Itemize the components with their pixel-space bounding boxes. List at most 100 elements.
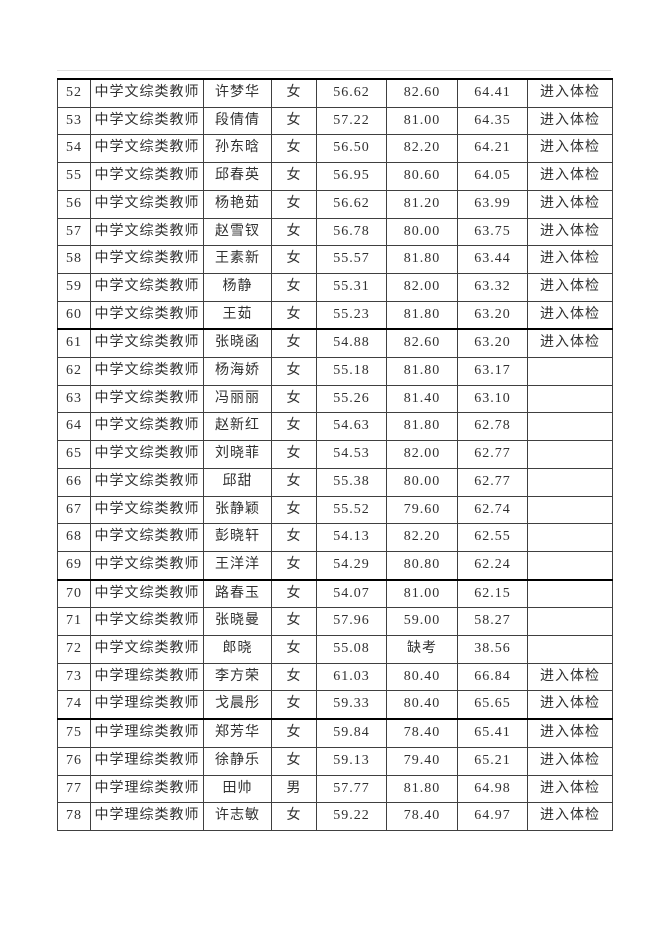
cell-remark: 进入体检 (527, 746, 613, 776)
table-row: 73 中学理综类教师 李方荣女 61.03 80.40 66.84 进入体检 (57, 662, 613, 692)
cell-gender: 女 (271, 440, 317, 469)
cell-gender: 女 (271, 300, 317, 331)
cell-score2: 82.00 (386, 440, 458, 469)
cell-no: 75 (57, 718, 91, 748)
cell-remark: 进入体检 (527, 662, 613, 692)
cell-gender: 女 (271, 384, 317, 414)
cell-name: 李方荣 (203, 662, 272, 692)
cell-no: 71 (57, 607, 91, 637)
table-row: 59 中学文综类教师 杨静女 55.31 82.00 63.32 进入体检 (57, 272, 613, 302)
cell-score2: 81.00 (386, 579, 458, 609)
cell-name: 张晓函 (203, 328, 272, 359)
cell-score3: 64.05 (457, 162, 528, 191)
cell-category: 中学文综类教师 (90, 467, 204, 497)
cell-score2: 79.40 (386, 746, 458, 776)
cell-remark: 进入体检 (527, 718, 613, 748)
cell-name: 彭晓轩 (203, 523, 272, 552)
table-row: 58 中学文综类教师 王素新女 55.57 81.80 63.44 进入体检 (57, 245, 613, 274)
cell-category: 中学文综类教师 (90, 162, 204, 191)
cell-remark: 进入体检 (527, 272, 613, 302)
cell-remark (527, 550, 613, 581)
cell-score3: 63.75 (457, 217, 528, 247)
cell-no: 76 (57, 746, 91, 776)
cell-category: 中学文综类教师 (90, 300, 204, 331)
cell-no: 52 (57, 77, 91, 108)
cell-score1: 55.23 (316, 300, 387, 331)
cell-no: 72 (57, 635, 91, 664)
cell-category: 中学文综类教师 (90, 328, 204, 359)
cell-name: 路春玉 (203, 579, 272, 609)
cell-score2: 78.40 (386, 802, 458, 831)
cell-score3: 62.24 (457, 550, 528, 581)
cell-score2: 80.40 (386, 662, 458, 692)
cell-remark: 进入体检 (527, 774, 613, 804)
cell-category: 中学文综类教师 (90, 550, 204, 581)
cell-gender: 女 (271, 134, 317, 164)
table-row: 52 中学文综类教师 许梦华女 56.62 82.60 64.41 进入体检 (57, 77, 613, 108)
cell-category: 中学理综类教师 (90, 802, 204, 831)
cell-name: 郑芳华 (203, 718, 272, 748)
cell-remark: 进入体检 (527, 189, 613, 219)
cell-category: 中学文综类教师 (90, 384, 204, 414)
cell-score1: 54.63 (316, 412, 387, 442)
table-row: 60 中学文综类教师 王茹女 55.23 81.80 63.20 进入体检 (57, 300, 613, 331)
cell-gender: 女 (271, 77, 317, 108)
table-row: 66 中学文综类教师 邱甜女 55.38 80.00 62.77 (57, 467, 613, 497)
cell-score3: 63.20 (457, 328, 528, 359)
cell-no: 66 (57, 467, 91, 497)
cell-score1: 54.07 (316, 579, 387, 609)
cell-category: 中学理综类教师 (90, 718, 204, 748)
table-row: 68 中学文综类教师 彭晓轩女 54.13 82.20 62.55 (57, 523, 613, 552)
cell-name: 戈晨彤 (203, 690, 272, 721)
cell-score2: 80.00 (386, 467, 458, 497)
cell-category: 中学文综类教师 (90, 495, 204, 525)
cell-name: 王素新 (203, 245, 272, 274)
cell-gender: 女 (271, 217, 317, 247)
cell-score3: 63.17 (457, 357, 528, 386)
cell-category: 中学文综类教师 (90, 272, 204, 302)
cell-gender: 女 (271, 245, 317, 274)
cell-remark (527, 635, 613, 664)
cell-score3: 63.20 (457, 300, 528, 331)
cell-score2: 59.00 (386, 607, 458, 637)
table-row: 70 中学文综类教师 路春玉女 54.07 81.00 62.15 (57, 579, 613, 609)
cell-score3: 63.44 (457, 245, 528, 274)
cell-remark (527, 440, 613, 469)
cell-remark: 进入体检 (527, 245, 613, 274)
cell-score2: 80.00 (386, 217, 458, 247)
cell-gender: 男 (271, 774, 317, 804)
cell-score2: 81.80 (386, 245, 458, 274)
cell-gender: 女 (271, 718, 317, 748)
cell-no: 64 (57, 412, 91, 442)
cell-score3: 64.35 (457, 106, 528, 136)
cell-score1: 59.84 (316, 718, 387, 748)
cell-score2: 80.40 (386, 690, 458, 721)
cell-category: 中学文综类教师 (90, 579, 204, 609)
cell-score1: 55.52 (316, 495, 387, 525)
cell-score1: 61.03 (316, 662, 387, 692)
cell-gender: 女 (271, 162, 317, 191)
cell-no: 73 (57, 662, 91, 692)
cell-no: 63 (57, 384, 91, 414)
cell-no: 55 (57, 162, 91, 191)
cell-score1: 54.29 (316, 550, 387, 581)
cell-remark: 进入体检 (527, 802, 613, 831)
cell-name: 王茹 (203, 300, 272, 331)
cell-name: 徐静乐 (203, 746, 272, 776)
cell-gender: 女 (271, 579, 317, 609)
cell-score2: 82.20 (386, 134, 458, 164)
cell-score2: 79.60 (386, 495, 458, 525)
cell-remark: 进入体检 (527, 77, 613, 108)
cell-gender: 女 (271, 272, 317, 302)
cell-gender: 女 (271, 635, 317, 664)
cell-score3: 62.15 (457, 579, 528, 609)
cell-score1: 56.62 (316, 189, 387, 219)
table-row: 67 中学文综类教师 张静颖女 55.52 79.60 62.74 (57, 495, 613, 525)
cell-no: 65 (57, 440, 91, 469)
cell-score1: 55.18 (316, 357, 387, 386)
cell-no: 70 (57, 579, 91, 609)
cell-score3: 63.10 (457, 384, 528, 414)
cell-name: 杨静 (203, 272, 272, 302)
results-table-body: 52 中学文综类教师 许梦华女 56.62 82.60 64.41 进入体检 53 中学文综类教… (57, 77, 613, 831)
table-row: 55 中学文综类教师 邱春英女 56.95 80.60 64.05 进入体检 (57, 162, 613, 191)
